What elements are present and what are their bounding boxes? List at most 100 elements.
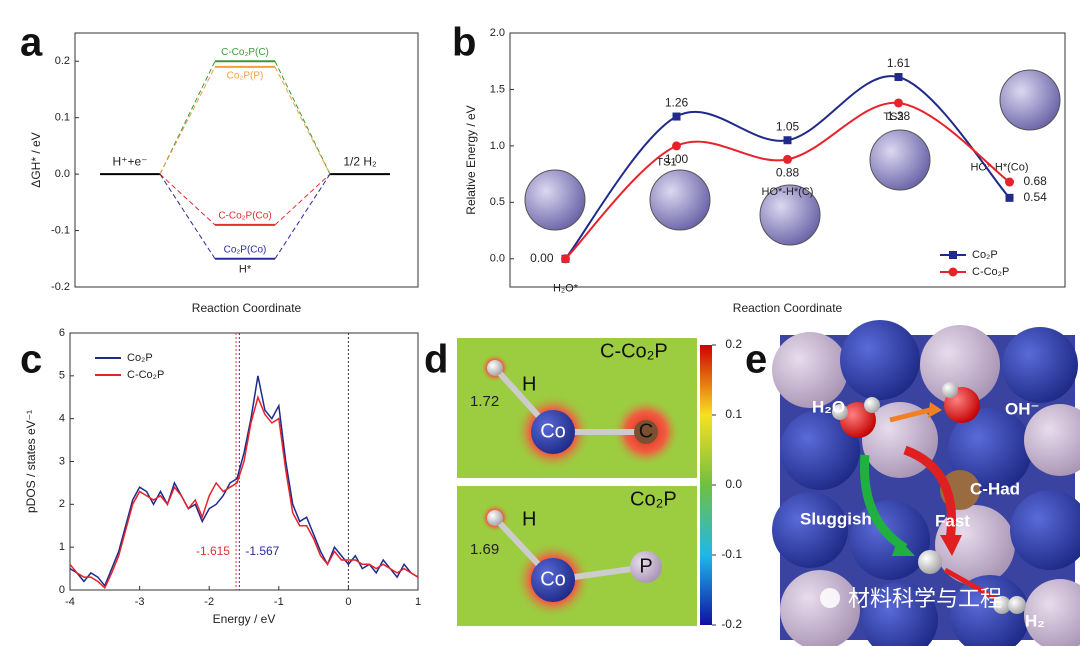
value-label: 0.54 bbox=[1024, 190, 1048, 204]
value-label: 0.68 bbox=[1024, 174, 1048, 188]
x-tick-label: -1 bbox=[274, 596, 284, 608]
x-tick-label: -4 bbox=[65, 596, 75, 608]
y-tick-label: 1 bbox=[59, 541, 65, 553]
annotation: H* bbox=[239, 264, 252, 276]
plot-frame bbox=[509, 32, 1066, 288]
value-label: 1.00 bbox=[665, 152, 689, 166]
species-label: C-Had bbox=[970, 479, 1020, 498]
point bbox=[894, 73, 903, 82]
panel-b-structures bbox=[524, 69, 1061, 246]
y-axis-label: pDOS / states eV⁻¹ bbox=[24, 410, 38, 513]
value-label: 1.05 bbox=[776, 119, 800, 133]
value-label: 1.61 bbox=[887, 56, 911, 70]
panel-label: a bbox=[20, 21, 43, 65]
y-tick-label: 2 bbox=[59, 498, 65, 510]
state-label: HO*-H*(C) bbox=[762, 186, 814, 198]
atom-label: Co bbox=[540, 420, 566, 442]
colorbar-label: 0.1 bbox=[725, 407, 742, 421]
panel-e bbox=[772, 320, 1080, 646]
connector bbox=[274, 173, 331, 226]
colorbar-label: -0.2 bbox=[721, 617, 742, 631]
y-tick-label: 5 bbox=[59, 370, 65, 382]
legend-label: C-Co₂P bbox=[972, 266, 1009, 278]
point bbox=[1005, 193, 1014, 202]
y-tick-label: -0.1 bbox=[51, 224, 70, 236]
point bbox=[894, 98, 903, 108]
value-label: 1.38 bbox=[887, 109, 911, 123]
y-tick-label: 3 bbox=[59, 455, 65, 467]
series-line bbox=[69, 375, 419, 588]
reference-label: -1.567 bbox=[245, 544, 279, 558]
point bbox=[672, 141, 681, 151]
legend-label: C-Co₂P bbox=[127, 369, 164, 381]
y-tick-label: 0.1 bbox=[55, 112, 70, 124]
y-tick-label: 0 bbox=[59, 584, 65, 596]
value-label: 0.00 bbox=[530, 251, 554, 265]
connector bbox=[159, 173, 216, 260]
map-title: C-Co₂P bbox=[600, 340, 668, 362]
level-label: 1/2 H₂ bbox=[343, 154, 377, 168]
legend-label: Co₂P bbox=[127, 352, 153, 364]
y-tick-label: 0.2 bbox=[55, 55, 70, 67]
path-label: Sluggish bbox=[800, 509, 872, 528]
connector bbox=[274, 61, 331, 175]
y-axis-label: Relative Energy / eV bbox=[464, 105, 478, 214]
map-title: Co₂P bbox=[630, 488, 677, 510]
atom-label: C bbox=[639, 420, 653, 442]
species-label: OH⁻ bbox=[1005, 399, 1039, 418]
x-tick-label: 1 bbox=[415, 596, 421, 608]
level-label: Co₂P(P) bbox=[227, 71, 264, 82]
bond-length: 1.69 bbox=[470, 541, 499, 558]
y-tick-label: 6 bbox=[59, 327, 65, 339]
level-label: C-Co₂P(C) bbox=[221, 47, 269, 58]
legend-marker bbox=[948, 267, 958, 277]
plot-frame bbox=[74, 32, 419, 288]
y-tick-label: 4 bbox=[59, 413, 65, 425]
connector bbox=[159, 66, 216, 175]
point bbox=[672, 112, 681, 121]
atom-label: P bbox=[639, 555, 652, 577]
state-label: TS1 bbox=[656, 156, 676, 168]
legend-marker bbox=[949, 251, 957, 259]
x-tick-label: -2 bbox=[204, 596, 214, 608]
reference-label: -1.615 bbox=[196, 544, 230, 558]
y-tick-label: 0.5 bbox=[490, 196, 505, 208]
atom-label: Co bbox=[540, 568, 566, 590]
x-tick-label: 0 bbox=[345, 596, 351, 608]
point bbox=[783, 154, 792, 164]
x-axis-label: Energy / eV bbox=[213, 612, 276, 626]
path-label: Fast bbox=[935, 511, 970, 530]
x-axis-label: Reaction Coordinate bbox=[192, 301, 302, 315]
y-tick-label: -0.2 bbox=[51, 281, 70, 293]
y-tick-label: 0.0 bbox=[490, 253, 505, 265]
connector bbox=[274, 66, 331, 175]
bond-length: 1.72 bbox=[470, 393, 499, 410]
panel-label: e bbox=[745, 338, 767, 382]
panel-label: d bbox=[424, 338, 448, 382]
value-label: 0.88 bbox=[776, 166, 800, 180]
species-label: H₂O bbox=[812, 397, 845, 416]
y-tick-label: 1.0 bbox=[490, 140, 505, 152]
y-tick-label: 0.0 bbox=[55, 168, 70, 180]
y-tick-label: 1.5 bbox=[490, 83, 505, 95]
panel-label: b bbox=[452, 21, 476, 65]
level-label: H⁺+e⁻ bbox=[112, 154, 147, 168]
colorbar-label: 0.2 bbox=[725, 337, 742, 351]
atom-label: H bbox=[522, 508, 536, 530]
species-label: H₂ bbox=[1025, 611, 1045, 630]
y-axis-label: ΔGH* / eV bbox=[29, 132, 43, 187]
series-line bbox=[69, 394, 419, 590]
watermark: 材料科学与工程 bbox=[848, 586, 1002, 611]
point bbox=[1005, 177, 1014, 187]
point bbox=[561, 254, 570, 264]
panel-label: c bbox=[20, 338, 42, 382]
connector bbox=[274, 173, 331, 260]
colorbar-label: -0.1 bbox=[721, 547, 742, 561]
legend-label: Co₂P bbox=[972, 249, 998, 261]
connector bbox=[159, 173, 216, 226]
value-label: 1.26 bbox=[665, 96, 689, 110]
y-tick-label: 2.0 bbox=[490, 27, 505, 39]
panel-d bbox=[457, 338, 712, 626]
state-label: HO*-H*(Co) bbox=[970, 162, 1028, 174]
